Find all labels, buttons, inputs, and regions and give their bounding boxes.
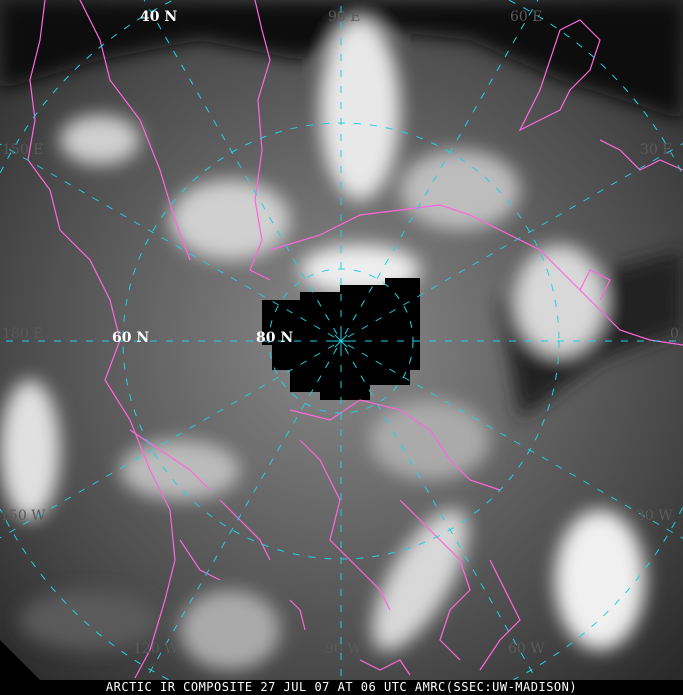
lon-60e-label: 60 E — [510, 9, 543, 25]
meridian-line — [344, 0, 539, 335]
lon-30w-label: 30 W — [636, 508, 673, 524]
lat-80-label: 80 N — [256, 330, 294, 346]
lon-150w-label: 150 W — [0, 508, 46, 524]
lon-60w-label: 60 W — [508, 641, 545, 657]
image-caption: ARCTIC IR COMPOSITE 27 JUL 07 AT 06 UTC … — [0, 680, 683, 695]
coastlines — [27, 0, 683, 679]
pole-marker — [333, 333, 349, 349]
graticule — [0, 0, 683, 680]
lon-0-label: 0 — [670, 326, 679, 342]
ir-imagery — [0, 0, 683, 680]
lon-180e-label: 180 E — [2, 326, 44, 342]
lat-40-label: 40 N — [140, 9, 178, 25]
meridian-line — [143, 0, 338, 335]
lon-120w-label: 120 W — [133, 641, 179, 657]
meridian-line — [0, 344, 335, 539]
meridian-line — [0, 143, 335, 338]
meridian-line — [347, 344, 683, 539]
lon-30e-label: 30 E — [640, 142, 673, 158]
lon-90w-label: 90 W — [325, 641, 362, 657]
lon-150e-label: 150 E — [2, 142, 44, 158]
meridian-line — [347, 143, 683, 338]
lon-90e-label: 90 E — [328, 9, 361, 25]
cloud-field — [0, 0, 683, 670]
lat-60-label: 60 N — [112, 330, 150, 346]
